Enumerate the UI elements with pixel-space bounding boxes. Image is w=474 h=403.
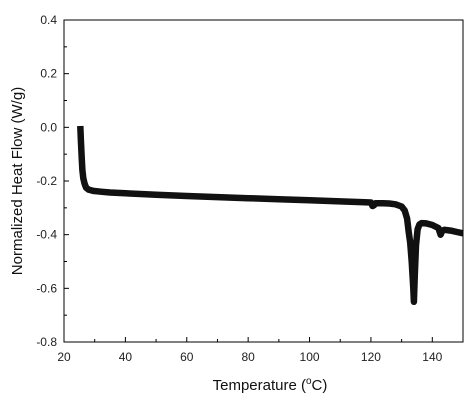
series-line-0 [77, 125, 464, 306]
y-tick-label: -0.6 [36, 281, 57, 295]
y-tick-label: -0.4 [36, 228, 57, 242]
x-axis-title-superscript: o [306, 376, 312, 387]
x-tick-label: 100 [300, 350, 320, 364]
series-layer [77, 125, 464, 306]
x-tick-label: 80 [241, 350, 255, 364]
x-axis-title-tail: C) [312, 377, 328, 394]
x-tick-label: 140 [422, 350, 442, 364]
x-axis-title-main: Temperature ( [213, 377, 306, 394]
plot-frame [63, 19, 464, 343]
x-tick-label: 20 [57, 350, 71, 364]
y-axis-title: Normalized Heat Flow (W/g) [9, 87, 26, 275]
y-tick-label: -0.8 [36, 335, 57, 349]
x-tick-label: 120 [361, 350, 381, 364]
y-tick-label: 0.4 [40, 13, 57, 27]
x-axis-ticks: 20 40 60 80 100 120 140 [57, 337, 443, 364]
y-tick-label: 0.0 [40, 120, 57, 134]
y-tick-label: -0.2 [36, 174, 57, 188]
x-tick-label: 40 [119, 350, 133, 364]
x-axis-title: Temperature (oC) [213, 376, 328, 394]
y-tick-label: 0.2 [40, 67, 57, 81]
x-tick-label: 60 [180, 350, 194, 364]
